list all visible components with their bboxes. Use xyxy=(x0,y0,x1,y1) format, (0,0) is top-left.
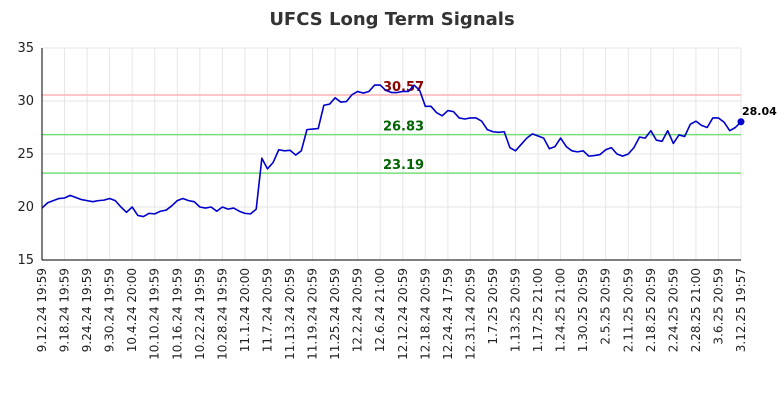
x-axis-ticks: 9.12.24 19:59 9.18.24 19:59 9.24.24 19:59 9… xyxy=(35,268,748,360)
x-tick-label: 11.7.24 20:59 xyxy=(260,268,274,352)
last-value-label: 28.04 xyxy=(742,105,777,118)
x-tick-label: 11.13.24 20:59 xyxy=(283,268,297,360)
x-tick-label: 2.24.25 20:59 xyxy=(666,268,680,352)
x-tick-label: 10.16.24 19:59 xyxy=(170,268,184,360)
x-tick-label: 12.24.24 17:59 xyxy=(441,268,455,360)
x-tick-label: 10.10.24 19:59 xyxy=(148,268,162,360)
last-point-marker xyxy=(737,118,745,126)
x-tick-label: 1.30.25 20:59 xyxy=(576,268,590,352)
x-tick-label: 12.12.24 20:59 xyxy=(396,268,410,360)
x-tick-label: 11.25.24 20:59 xyxy=(328,268,342,360)
signal-levels: 30.57 26.83 23.19 xyxy=(42,80,741,174)
x-tick-label: 12.6.24 21:00 xyxy=(373,268,387,352)
x-tick-label: 1.13.25 20:59 xyxy=(509,268,523,352)
signal-level-label: 26.83 xyxy=(383,120,424,135)
x-tick-label: 11.19.24 20:59 xyxy=(306,268,320,360)
x-tick-label: 2.5.25 20:59 xyxy=(599,268,613,345)
x-tick-label: 9.18.24 19:59 xyxy=(58,268,72,352)
x-tick-label: 2.18.25 20:59 xyxy=(644,268,658,352)
y-tick-label: 35 xyxy=(17,41,34,56)
signal-level-label: 23.19 xyxy=(383,158,424,173)
y-tick-label: 25 xyxy=(17,147,34,162)
x-tick-label: 11.1.24 20:00 xyxy=(238,268,252,352)
x-tick-label: 9.24.24 19:59 xyxy=(80,268,94,352)
y-tick-label: 20 xyxy=(17,200,34,215)
x-tick-label: 12.18.24 20:59 xyxy=(418,268,432,360)
y-tick-label: 15 xyxy=(17,253,34,268)
y-axis-ticks: 15 20 25 30 35 xyxy=(17,41,34,268)
signal-level-label: 30.57 xyxy=(383,80,424,95)
x-tick-label: 1.17.25 21:00 xyxy=(531,268,545,352)
x-tick-label: 10.22.24 19:59 xyxy=(193,268,207,360)
x-tick-label: 9.12.24 19:59 xyxy=(35,268,49,352)
x-tick-label: 2.11.25 20:59 xyxy=(621,268,635,352)
x-tick-label: 1.7.25 20:59 xyxy=(486,268,500,345)
series: 28.04 xyxy=(41,84,777,218)
x-tick-label: 9.30.24 19:59 xyxy=(103,268,117,352)
x-tick-label: 10.4.24 20:00 xyxy=(125,268,139,352)
x-tick-label: 10.28.24 19:59 xyxy=(215,268,229,360)
x-tick-label: 12.2.24 20:59 xyxy=(351,268,365,352)
axes xyxy=(41,48,741,261)
x-tick-label: 12.31.24 20:59 xyxy=(463,268,477,360)
x-tick-label: 3.12.25 19:57 xyxy=(734,268,748,352)
chart-title: UFCS Long Term Signals xyxy=(269,9,514,30)
x-tick-label: 3.6.25 20:59 xyxy=(711,268,725,345)
y-tick-label: 30 xyxy=(17,94,34,109)
x-tick-label: 2.28.25 21:00 xyxy=(689,268,703,352)
price-line xyxy=(41,84,742,218)
x-tick-label: 1.24.25 21:00 xyxy=(554,268,568,352)
